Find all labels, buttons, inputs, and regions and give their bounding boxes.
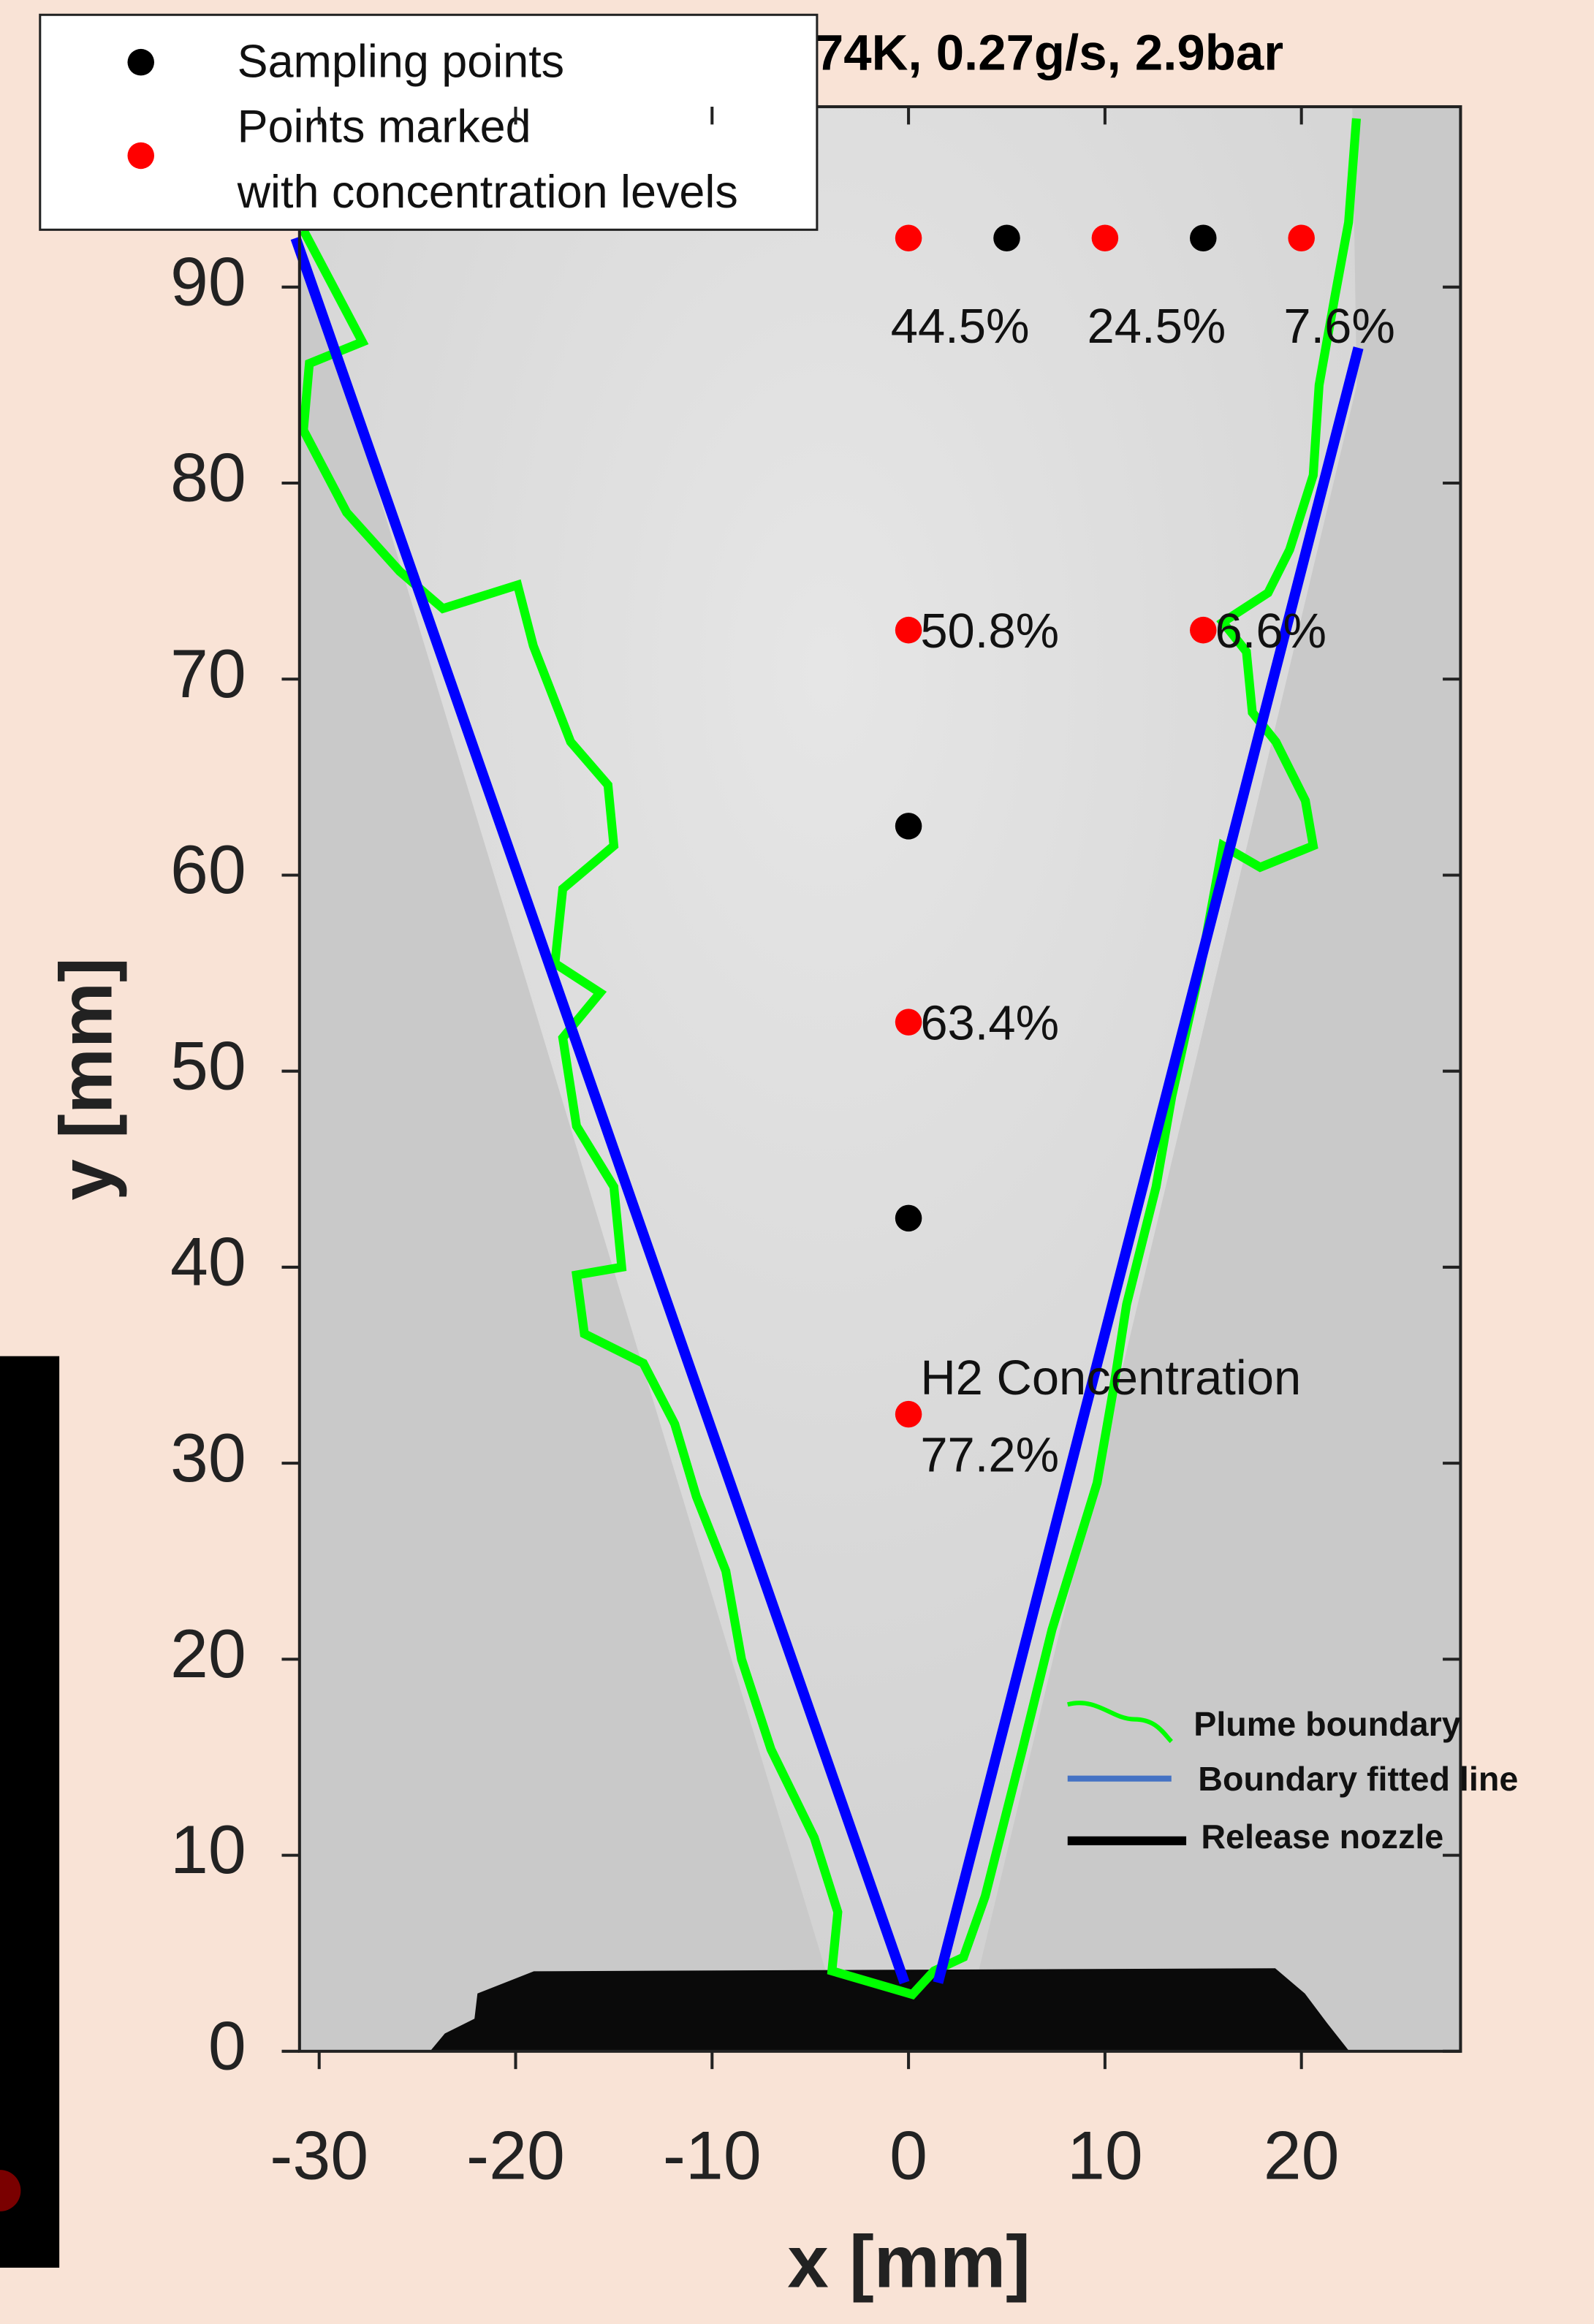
nozzle [430,1968,1349,2051]
x-tick-label: 10 [1067,2118,1143,2194]
chart-title: 74K, 0.27g/s, 2.9bar [816,24,1283,80]
data-point [1288,224,1315,251]
data-point [1190,617,1217,644]
y-tick-label: 90 [170,243,246,319]
point-label: 6.6% [1215,604,1327,658]
y-tick-label: 30 [170,1420,246,1496]
legend-marker [127,143,154,170]
page: {"chart_data": { "type": "scatter", "tit… [0,0,1594,2324]
y-tick-label: 20 [170,1616,246,1692]
x-tick-label: 0 [889,2118,927,2194]
point-label: 77.2% [920,1428,1059,1483]
data-point [895,813,922,840]
y-tick-label: 80 [170,440,246,516]
point-label: 63.4% [920,995,1059,1050]
data-point [1190,224,1217,251]
x-tick-label: -10 [663,2118,762,2194]
point-label: 44.5% [891,299,1030,354]
data-point [895,1205,922,1232]
point-label: 50.8% [920,604,1059,658]
y-tick-label: 70 [170,636,246,712]
legend-label: Points marked with concentration levels [238,95,816,225]
legend-label: Sampling points [238,30,816,95]
x-axis-label: x [mm] [787,2221,1031,2304]
data-point [895,1009,922,1036]
data-point [895,224,922,251]
legend-label: Boundary fitted line [1198,1760,1518,1798]
annotation: H2 Concentration [920,1351,1301,1405]
data-point [895,1401,922,1428]
y-tick-label: 60 [170,832,246,908]
side-panel [0,1356,59,2268]
y-axis-label: y [mm] [45,957,128,1200]
legend-text: Points marked with concentration levels [238,95,816,225]
legend-label: Plume boundary [1193,1705,1461,1743]
y-tick-label: 40 [170,1224,246,1300]
y-tick-label: 10 [170,1812,246,1888]
y-tick-label: 50 [170,1028,246,1104]
chart: 44.5% 24.5% 7.6% 50.8% 6.6% 63.4% 77.2% H2 Conc… [0,0,1594,2324]
data-point [895,617,922,644]
point-label: 7.6% [1283,299,1395,354]
point-label: 24.5% [1088,299,1226,354]
x-tick-label: -20 [466,2118,565,2194]
x-tick-label: 20 [1264,2118,1340,2194]
data-point [1092,224,1119,251]
legend-text: Sampling points [238,30,816,95]
x-tick-label: -30 [270,2118,368,2194]
data-point [993,224,1020,251]
y-tick-label: 0 [208,2008,246,2084]
legend-marker [127,49,154,76]
legend-label: Release nozzle [1201,1818,1443,1856]
